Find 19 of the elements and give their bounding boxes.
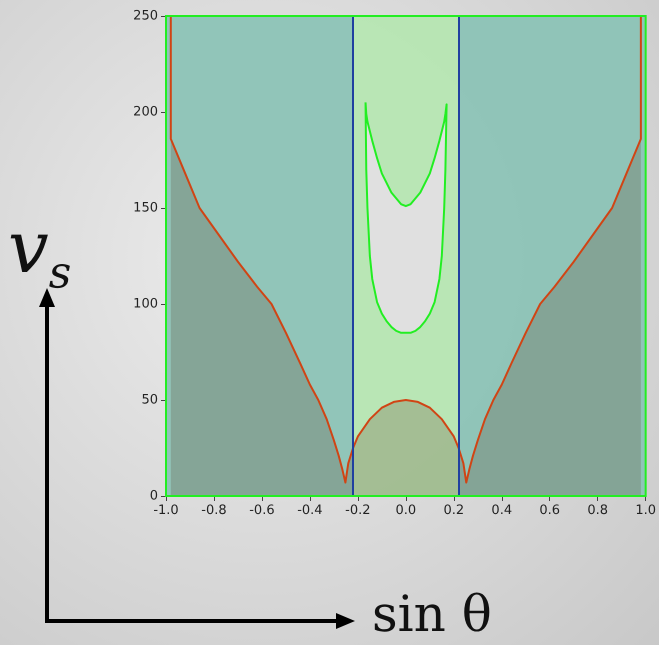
y-tick-label: 0	[150, 488, 158, 504]
x-tick-label: -0.4	[297, 503, 323, 518]
y-tick-label: 200	[133, 104, 158, 120]
x-tick-label: 0.0	[395, 503, 416, 518]
x-tick-label: 1.0	[635, 503, 656, 518]
y-tick-label: 100	[133, 296, 158, 312]
x-tick-label: -0.6	[249, 503, 275, 518]
y-tick-label: 50	[141, 392, 158, 408]
x-tick-label: -0.8	[201, 503, 227, 518]
x-tick-label: 0.4	[491, 503, 512, 518]
y-tick-label: 250	[133, 8, 158, 24]
y-tick-label: 150	[133, 200, 158, 216]
x-tick-label: -1.0	[153, 503, 179, 518]
y-axis-title: v$_{s}$	[8, 205, 72, 298]
x-tick-label: 0.6	[539, 503, 560, 518]
x-tick-label: -0.2	[345, 503, 371, 518]
x-tick-label: 0.8	[587, 503, 608, 518]
x-tick-label: 0.2	[443, 503, 464, 518]
x-axis-title: sin θ	[372, 585, 492, 643]
